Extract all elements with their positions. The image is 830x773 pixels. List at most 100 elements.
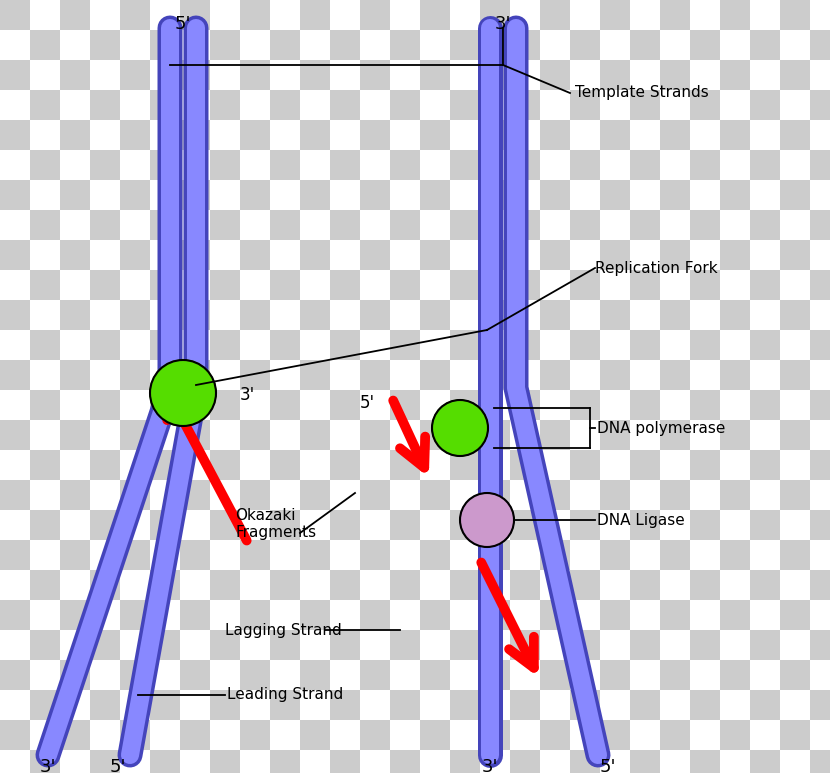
Bar — [150, 270, 180, 300]
Bar — [810, 300, 830, 330]
Bar — [0, 210, 30, 240]
Bar — [690, 660, 720, 690]
Bar — [480, 0, 510, 30]
Bar — [690, 0, 720, 30]
Bar — [750, 630, 780, 660]
Bar — [780, 60, 810, 90]
Bar — [600, 30, 630, 60]
Bar — [780, 240, 810, 270]
Bar — [510, 300, 540, 330]
Bar — [270, 90, 300, 120]
Bar — [240, 690, 270, 720]
Bar — [630, 450, 660, 480]
Bar — [330, 570, 360, 600]
Bar — [420, 540, 450, 570]
Bar — [780, 330, 810, 360]
Bar — [420, 120, 450, 150]
Bar — [120, 210, 150, 240]
Bar — [150, 180, 180, 210]
Bar — [450, 600, 480, 630]
Bar — [60, 270, 90, 300]
Circle shape — [150, 360, 216, 426]
Bar — [30, 540, 60, 570]
Bar — [540, 90, 570, 120]
Bar — [0, 90, 30, 120]
Bar — [270, 300, 300, 330]
Bar — [690, 540, 720, 570]
Bar — [60, 90, 90, 120]
Bar — [90, 150, 120, 180]
Bar — [0, 390, 30, 420]
Bar — [90, 450, 120, 480]
Bar — [330, 480, 360, 510]
Bar — [420, 180, 450, 210]
Bar — [90, 240, 120, 270]
Bar — [540, 510, 570, 540]
Bar — [570, 30, 600, 60]
Bar — [810, 450, 830, 480]
Bar — [150, 210, 180, 240]
Bar — [480, 420, 510, 450]
Bar — [60, 390, 90, 420]
Bar — [720, 720, 750, 750]
Bar — [60, 600, 90, 630]
Bar — [510, 630, 540, 660]
Bar — [540, 270, 570, 300]
Bar — [270, 660, 300, 690]
Bar — [360, 390, 390, 420]
Bar — [120, 90, 150, 120]
Bar — [330, 240, 360, 270]
Bar — [360, 210, 390, 240]
Bar — [300, 210, 330, 240]
Bar — [720, 0, 750, 30]
Bar — [540, 720, 570, 750]
Bar — [240, 750, 270, 773]
Bar — [540, 60, 570, 90]
Bar — [540, 600, 570, 630]
Bar — [780, 210, 810, 240]
Bar — [60, 60, 90, 90]
Bar — [0, 150, 30, 180]
Bar — [240, 0, 270, 30]
Bar — [810, 210, 830, 240]
Bar — [660, 120, 690, 150]
Bar — [0, 750, 30, 773]
Bar — [480, 90, 510, 120]
Bar — [0, 330, 30, 360]
Bar — [300, 690, 330, 720]
Bar — [150, 240, 180, 270]
Bar — [600, 270, 630, 300]
Bar — [450, 120, 480, 150]
Bar — [360, 120, 390, 150]
Bar — [720, 180, 750, 210]
Bar — [420, 660, 450, 690]
Bar — [720, 330, 750, 360]
Bar — [600, 60, 630, 90]
Bar — [630, 420, 660, 450]
Bar — [510, 750, 540, 773]
Bar — [600, 120, 630, 150]
Bar — [180, 750, 210, 773]
Bar — [480, 480, 510, 510]
Bar — [480, 180, 510, 210]
Bar — [390, 720, 420, 750]
Bar — [90, 480, 120, 510]
Bar — [690, 30, 720, 60]
Bar — [420, 450, 450, 480]
Bar — [510, 660, 540, 690]
Bar — [180, 420, 210, 450]
Bar — [330, 0, 360, 30]
Bar — [120, 60, 150, 90]
Bar — [180, 600, 210, 630]
Bar — [360, 480, 390, 510]
Bar — [690, 60, 720, 90]
Bar — [360, 420, 390, 450]
Bar — [450, 180, 480, 210]
Bar — [270, 690, 300, 720]
Bar — [150, 90, 180, 120]
Bar — [30, 570, 60, 600]
Bar — [570, 270, 600, 300]
Bar — [630, 510, 660, 540]
Bar — [240, 450, 270, 480]
Bar — [120, 240, 150, 270]
